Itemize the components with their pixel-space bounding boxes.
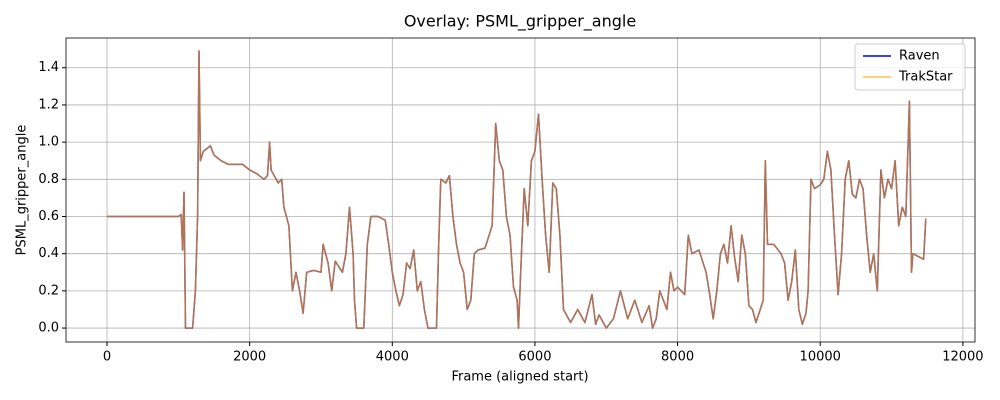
legend-label: Raven <box>899 49 940 64</box>
y-tick-label: 1.4 <box>38 60 59 75</box>
x-tick-label: 12000 <box>942 350 983 365</box>
y-tick-label: 0.8 <box>38 172 59 187</box>
x-axis-label: Frame (aligned start) <box>451 370 588 385</box>
y-tick-label: 0.0 <box>38 321 59 336</box>
chart-title: Overlay: PSML_gripper_angle <box>404 12 636 32</box>
series-line <box>107 50 927 329</box>
x-tick-label: 0 <box>103 350 111 365</box>
y-tick-label: 1.2 <box>38 97 59 112</box>
y-tick-label: 0.4 <box>38 246 59 261</box>
x-tick-label: 4000 <box>376 350 409 365</box>
y-tick-label: 0.2 <box>38 283 59 298</box>
y-axis-label: PSML_gripper_angle <box>15 125 30 256</box>
plot-frame <box>65 37 976 343</box>
x-tick-label: 6000 <box>518 350 551 365</box>
y-tick-label: 1.0 <box>38 135 59 150</box>
legend-label: TrakStar <box>898 70 953 85</box>
y-tick-label: 0.6 <box>38 209 59 224</box>
x-tick-label: 8000 <box>661 350 694 365</box>
x-tick-label: 2000 <box>233 350 266 365</box>
x-tick-label: 10000 <box>800 350 841 365</box>
